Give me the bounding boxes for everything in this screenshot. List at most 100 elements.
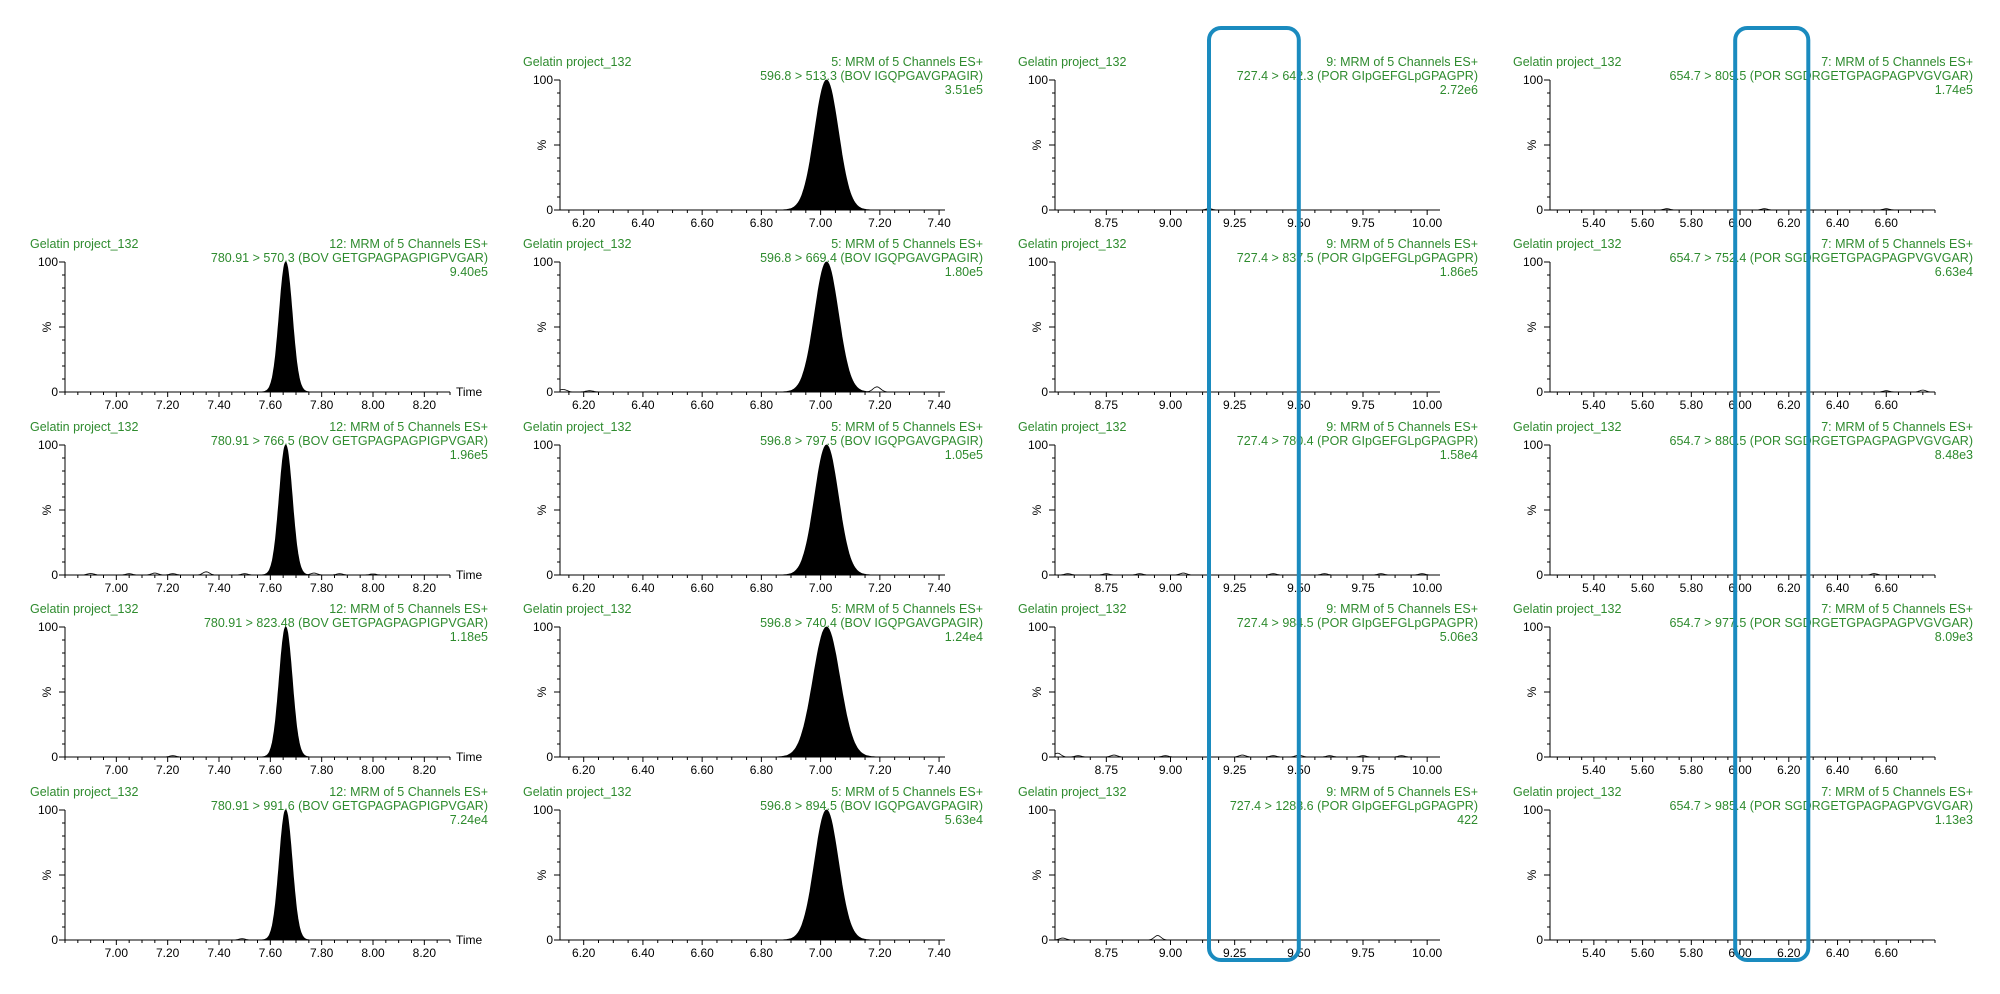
percent-label: % <box>1030 139 1044 150</box>
x-tick-label: 7.20 <box>156 763 180 777</box>
y-max-label: 100 <box>533 255 553 269</box>
x-tick-label: 7.40 <box>207 398 231 412</box>
intensity-label: 1.24e4 <box>945 630 983 644</box>
x-tick-label: 6.60 <box>1875 946 1899 960</box>
x-tick-label: 6.20 <box>1777 216 1801 230</box>
x-tick-label: 6.80 <box>750 581 774 595</box>
sample-label: Gelatin project_132 <box>1018 237 1126 251</box>
x-tick-label: 5.60 <box>1631 398 1655 412</box>
time-label: Time <box>456 933 483 947</box>
intensity-label: 5.63e4 <box>945 813 983 827</box>
baseline-trace <box>559 386 945 393</box>
y-max-label: 100 <box>1523 438 1543 452</box>
chromatogram-panel: Gelatin project_132 7: MRM of 5 Channels … <box>1513 420 1973 595</box>
x-tick-label: 5.80 <box>1680 216 1704 230</box>
function-label: 7: MRM of 5 Channels ES+ <box>1821 420 1973 434</box>
function-label: 5: MRM of 5 Channels ES+ <box>831 55 983 69</box>
function-label: 5: MRM of 5 Channels ES+ <box>831 602 983 616</box>
intensity-label: 3.51e5 <box>945 83 983 97</box>
y-max-label: 100 <box>1028 438 1048 452</box>
transition-label: 596.8 > 797.5 (BOV IGQPGAVGPAGIR) <box>760 434 983 448</box>
x-tick-label: 6.40 <box>1826 398 1850 412</box>
x-tick-label: 9.25 <box>1223 946 1247 960</box>
x-tick-label: 7.00 <box>105 946 129 960</box>
x-tick-label: 6.40 <box>631 763 655 777</box>
sample-label: Gelatin project_132 <box>1513 602 1621 616</box>
chromatogram-panel: Gelatin project_132 5: MRM of 5 Channels … <box>523 420 983 595</box>
y-min-label: 0 <box>1536 385 1543 399</box>
x-tick-label: 6.60 <box>690 946 714 960</box>
highlight-box <box>1207 26 1301 962</box>
x-tick-label: 9.75 <box>1351 581 1375 595</box>
x-tick-label: 6.00 <box>1728 216 1752 230</box>
x-tick-label: 5.40 <box>1582 763 1606 777</box>
x-tick-label: 7.60 <box>259 946 283 960</box>
baseline-trace <box>65 938 450 941</box>
y-min-label: 0 <box>546 933 553 947</box>
x-tick-label: 9.25 <box>1223 398 1247 412</box>
x-tick-label: 9.00 <box>1159 216 1183 230</box>
intensity-label: 8.09e3 <box>1935 630 1973 644</box>
chromatogram-panel: Gelatin project_132 9: MRM of 5 Channels … <box>1018 785 1478 960</box>
x-tick-label: 8.00 <box>361 946 385 960</box>
x-tick-label: 7.60 <box>259 581 283 595</box>
x-tick-label: 6.60 <box>1875 763 1899 777</box>
y-max-label: 100 <box>1523 255 1543 269</box>
x-tick-label: 8.75 <box>1095 763 1119 777</box>
function-label: 7: MRM of 5 Channels ES+ <box>1821 602 1973 616</box>
y-max-label: 100 <box>1028 73 1048 87</box>
x-tick-label: 6.20 <box>1777 763 1801 777</box>
x-tick-label: 7.20 <box>868 581 892 595</box>
percent-label: % <box>1525 686 1539 697</box>
x-tick-label: 6.20 <box>572 946 596 960</box>
x-tick-label: 5.40 <box>1582 946 1606 960</box>
intensity-label: 1.80e5 <box>945 265 983 279</box>
x-tick-label: 7.20 <box>868 946 892 960</box>
x-tick-label: 6.20 <box>572 581 596 595</box>
x-tick-label: 6.60 <box>690 216 714 230</box>
sample-label: Gelatin project_132 <box>1513 55 1621 69</box>
baseline-trace <box>1550 389 1935 393</box>
x-tick-label: 7.00 <box>809 581 833 595</box>
chromatogram-panel: Gelatin project_132 9: MRM of 5 Channels … <box>1018 237 1478 412</box>
y-max-label: 100 <box>1523 620 1543 634</box>
function-label: 9: MRM of 5 Channels ES+ <box>1326 237 1478 251</box>
x-tick-label: 8.75 <box>1095 216 1119 230</box>
x-tick-label: 5.40 <box>1582 216 1606 230</box>
x-tick-label: 9.25 <box>1223 581 1247 595</box>
x-tick-label: 6.20 <box>1777 581 1801 595</box>
x-tick-label: 10.00 <box>1412 398 1442 412</box>
sample-label: Gelatin project_132 <box>30 237 138 251</box>
x-tick-label: 5.80 <box>1680 763 1704 777</box>
y-min-label: 0 <box>51 933 58 947</box>
function-label: 7: MRM of 5 Channels ES+ <box>1821 237 1973 251</box>
peak <box>260 809 312 941</box>
sample-label: Gelatin project_132 <box>1018 785 1126 799</box>
chromatogram-panel: Gelatin project_132 7: MRM of 5 Channels … <box>1513 55 1973 230</box>
x-tick-label: 5.40 <box>1582 581 1606 595</box>
y-max-label: 100 <box>1523 73 1543 87</box>
percent-label: % <box>1525 139 1539 150</box>
time-label: Time <box>456 750 483 764</box>
x-tick-label: 8.20 <box>413 946 437 960</box>
y-min-label: 0 <box>1536 750 1543 764</box>
intensity-label: 1.58e4 <box>1440 448 1478 462</box>
chromatogram-panel: Gelatin project_132 12: MRM of 5 Channels… <box>30 785 488 960</box>
y-max-label: 100 <box>1028 803 1048 817</box>
transition-label: 596.8 > 669.4 (BOV IGQPGAVGPAGIR) <box>760 251 983 265</box>
x-tick-label: 7.00 <box>809 946 833 960</box>
function-label: 5: MRM of 5 Channels ES+ <box>831 237 983 251</box>
x-tick-label: 9.25 <box>1223 216 1247 230</box>
baseline-trace <box>65 571 450 576</box>
y-min-label: 0 <box>1041 203 1048 217</box>
percent-label: % <box>1030 686 1044 697</box>
baseline-trace <box>1054 935 1440 941</box>
peak <box>779 261 874 393</box>
y-min-label: 0 <box>1041 385 1048 399</box>
x-tick-label: 9.00 <box>1159 398 1183 412</box>
y-max-label: 100 <box>38 438 58 452</box>
intensity-label: 1.18e5 <box>450 630 488 644</box>
x-tick-label: 8.00 <box>361 581 385 595</box>
x-tick-label: 5.60 <box>1631 946 1655 960</box>
